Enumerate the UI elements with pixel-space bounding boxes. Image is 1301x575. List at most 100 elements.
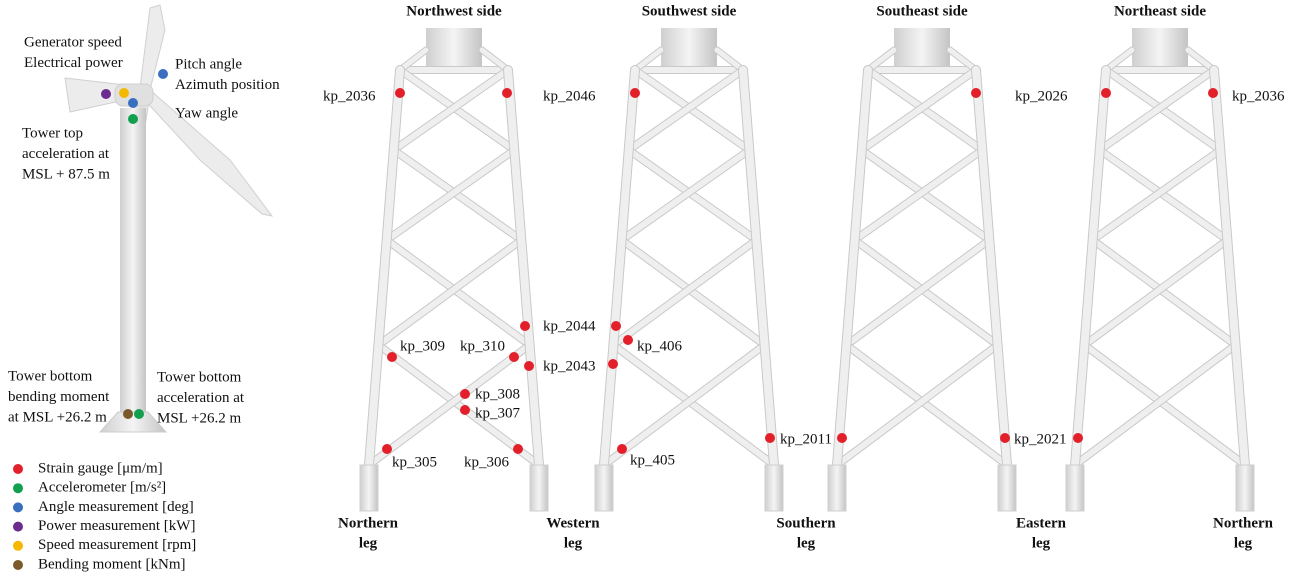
sensor-label: kp_2011 bbox=[780, 431, 832, 447]
turbine-sensor bbox=[119, 88, 129, 98]
member bbox=[1075, 345, 1236, 465]
sensor-dot bbox=[1101, 88, 1111, 98]
transition-piece bbox=[426, 28, 482, 70]
callout: Pitch angle bbox=[175, 56, 242, 72]
sensor-label: kp_2026 bbox=[1015, 88, 1068, 104]
turbine-sensor bbox=[123, 409, 133, 419]
member bbox=[1093, 150, 1221, 240]
member bbox=[837, 70, 868, 465]
leg-label: Northern bbox=[1213, 515, 1274, 531]
sensor-label: kp_307 bbox=[475, 405, 521, 421]
sensor-dot bbox=[395, 88, 405, 98]
sensor-label: kp_306 bbox=[464, 454, 510, 470]
callout: Yaw angle bbox=[175, 105, 238, 121]
callout: Electrical power bbox=[24, 55, 123, 71]
callout: Tower bottom bbox=[157, 369, 242, 385]
legend-dot bbox=[13, 483, 23, 493]
sensor-label: kp_405 bbox=[630, 452, 675, 468]
legend-dot bbox=[13, 541, 23, 551]
member bbox=[369, 70, 400, 465]
sensor-label: kp_2021 bbox=[1014, 431, 1067, 447]
member bbox=[387, 150, 515, 240]
leg-stub bbox=[1236, 465, 1254, 511]
leg-stub bbox=[998, 465, 1016, 511]
leg-label: leg bbox=[797, 535, 816, 551]
callout: bending moment bbox=[8, 389, 110, 405]
jacket bbox=[828, 28, 1016, 511]
member bbox=[387, 240, 530, 345]
callout: acceleration at bbox=[22, 146, 110, 162]
callout: Tower bottom bbox=[8, 368, 93, 384]
member bbox=[846, 240, 989, 345]
leg-stub bbox=[360, 465, 378, 511]
transition-piece bbox=[1132, 28, 1188, 70]
sensor-dot bbox=[1208, 88, 1218, 98]
callout: Tower top bbox=[22, 125, 83, 141]
leg-label: Northern bbox=[338, 515, 399, 531]
leg-label: Western bbox=[546, 515, 600, 531]
tower bbox=[120, 108, 146, 416]
sensor-dot bbox=[387, 352, 397, 362]
turbine-sensor bbox=[101, 89, 111, 99]
legend-dot bbox=[13, 560, 23, 570]
member bbox=[378, 240, 521, 345]
member bbox=[629, 150, 757, 240]
member bbox=[622, 150, 750, 240]
member bbox=[1093, 240, 1236, 345]
sensor-dot bbox=[971, 88, 981, 98]
legend-dot bbox=[13, 502, 23, 512]
sensor-label: kp_2036 bbox=[323, 88, 376, 104]
sensor-dot bbox=[837, 433, 847, 443]
callout: at MSL +26.2 m bbox=[8, 409, 107, 425]
legend-label: Speed measurement [rpm] bbox=[38, 537, 196, 553]
sensor-dot bbox=[765, 433, 775, 443]
member bbox=[604, 70, 635, 465]
legend-dot bbox=[13, 522, 23, 532]
diagram: Northwest sidekp_2036kp_2046kp_309kp_310… bbox=[0, 0, 1301, 575]
turbine-sensor bbox=[128, 98, 138, 108]
leg-label: Southern bbox=[776, 515, 836, 531]
member bbox=[622, 240, 765, 345]
sensor-dot bbox=[611, 321, 621, 331]
leg-label: leg bbox=[1234, 535, 1253, 551]
member bbox=[846, 345, 1007, 465]
leg-stub bbox=[530, 465, 548, 511]
jacket bbox=[595, 28, 783, 511]
member bbox=[1214, 70, 1245, 465]
sensor-dot bbox=[460, 405, 470, 415]
leg-label: leg bbox=[359, 535, 378, 551]
member bbox=[613, 345, 774, 465]
turbine-sensor bbox=[134, 409, 144, 419]
member bbox=[855, 150, 983, 240]
sensor-dot bbox=[617, 444, 627, 454]
legend-label: Angle measurement [deg] bbox=[38, 499, 194, 515]
member bbox=[394, 150, 522, 240]
callout: MSL +26.2 m bbox=[157, 410, 241, 426]
legend-label: Bending moment [kNm] bbox=[38, 556, 185, 572]
leg-stub bbox=[828, 465, 846, 511]
panel-title: Northeast side bbox=[1114, 3, 1206, 19]
panel-title: Southeast side bbox=[876, 3, 968, 19]
member bbox=[837, 345, 998, 465]
turbine-sensor bbox=[128, 114, 138, 124]
sensor-label: kp_310 bbox=[460, 338, 505, 354]
leg-label: leg bbox=[1032, 535, 1051, 551]
member bbox=[1084, 240, 1227, 345]
sensor-label: kp_309 bbox=[400, 338, 445, 354]
leg-label: Eastern bbox=[1016, 515, 1067, 531]
sensor-dot bbox=[520, 321, 530, 331]
sensor-label: kp_2036 bbox=[1232, 88, 1285, 104]
transition-piece bbox=[894, 28, 950, 70]
transition-piece bbox=[661, 28, 717, 70]
callout: Generator speed bbox=[24, 34, 122, 50]
leg-stub bbox=[595, 465, 613, 511]
panel-title: Northwest side bbox=[406, 3, 502, 19]
sensor-dot bbox=[1073, 433, 1083, 443]
turbine-sensor bbox=[158, 69, 168, 79]
sensor-dot bbox=[509, 352, 519, 362]
legend-label: Accelerometer [m/s²] bbox=[38, 480, 166, 496]
sensor-dot bbox=[460, 389, 470, 399]
legend-label: Power measurement [kW] bbox=[38, 518, 195, 534]
leg-stub bbox=[765, 465, 783, 511]
sensor-dot bbox=[608, 359, 618, 369]
